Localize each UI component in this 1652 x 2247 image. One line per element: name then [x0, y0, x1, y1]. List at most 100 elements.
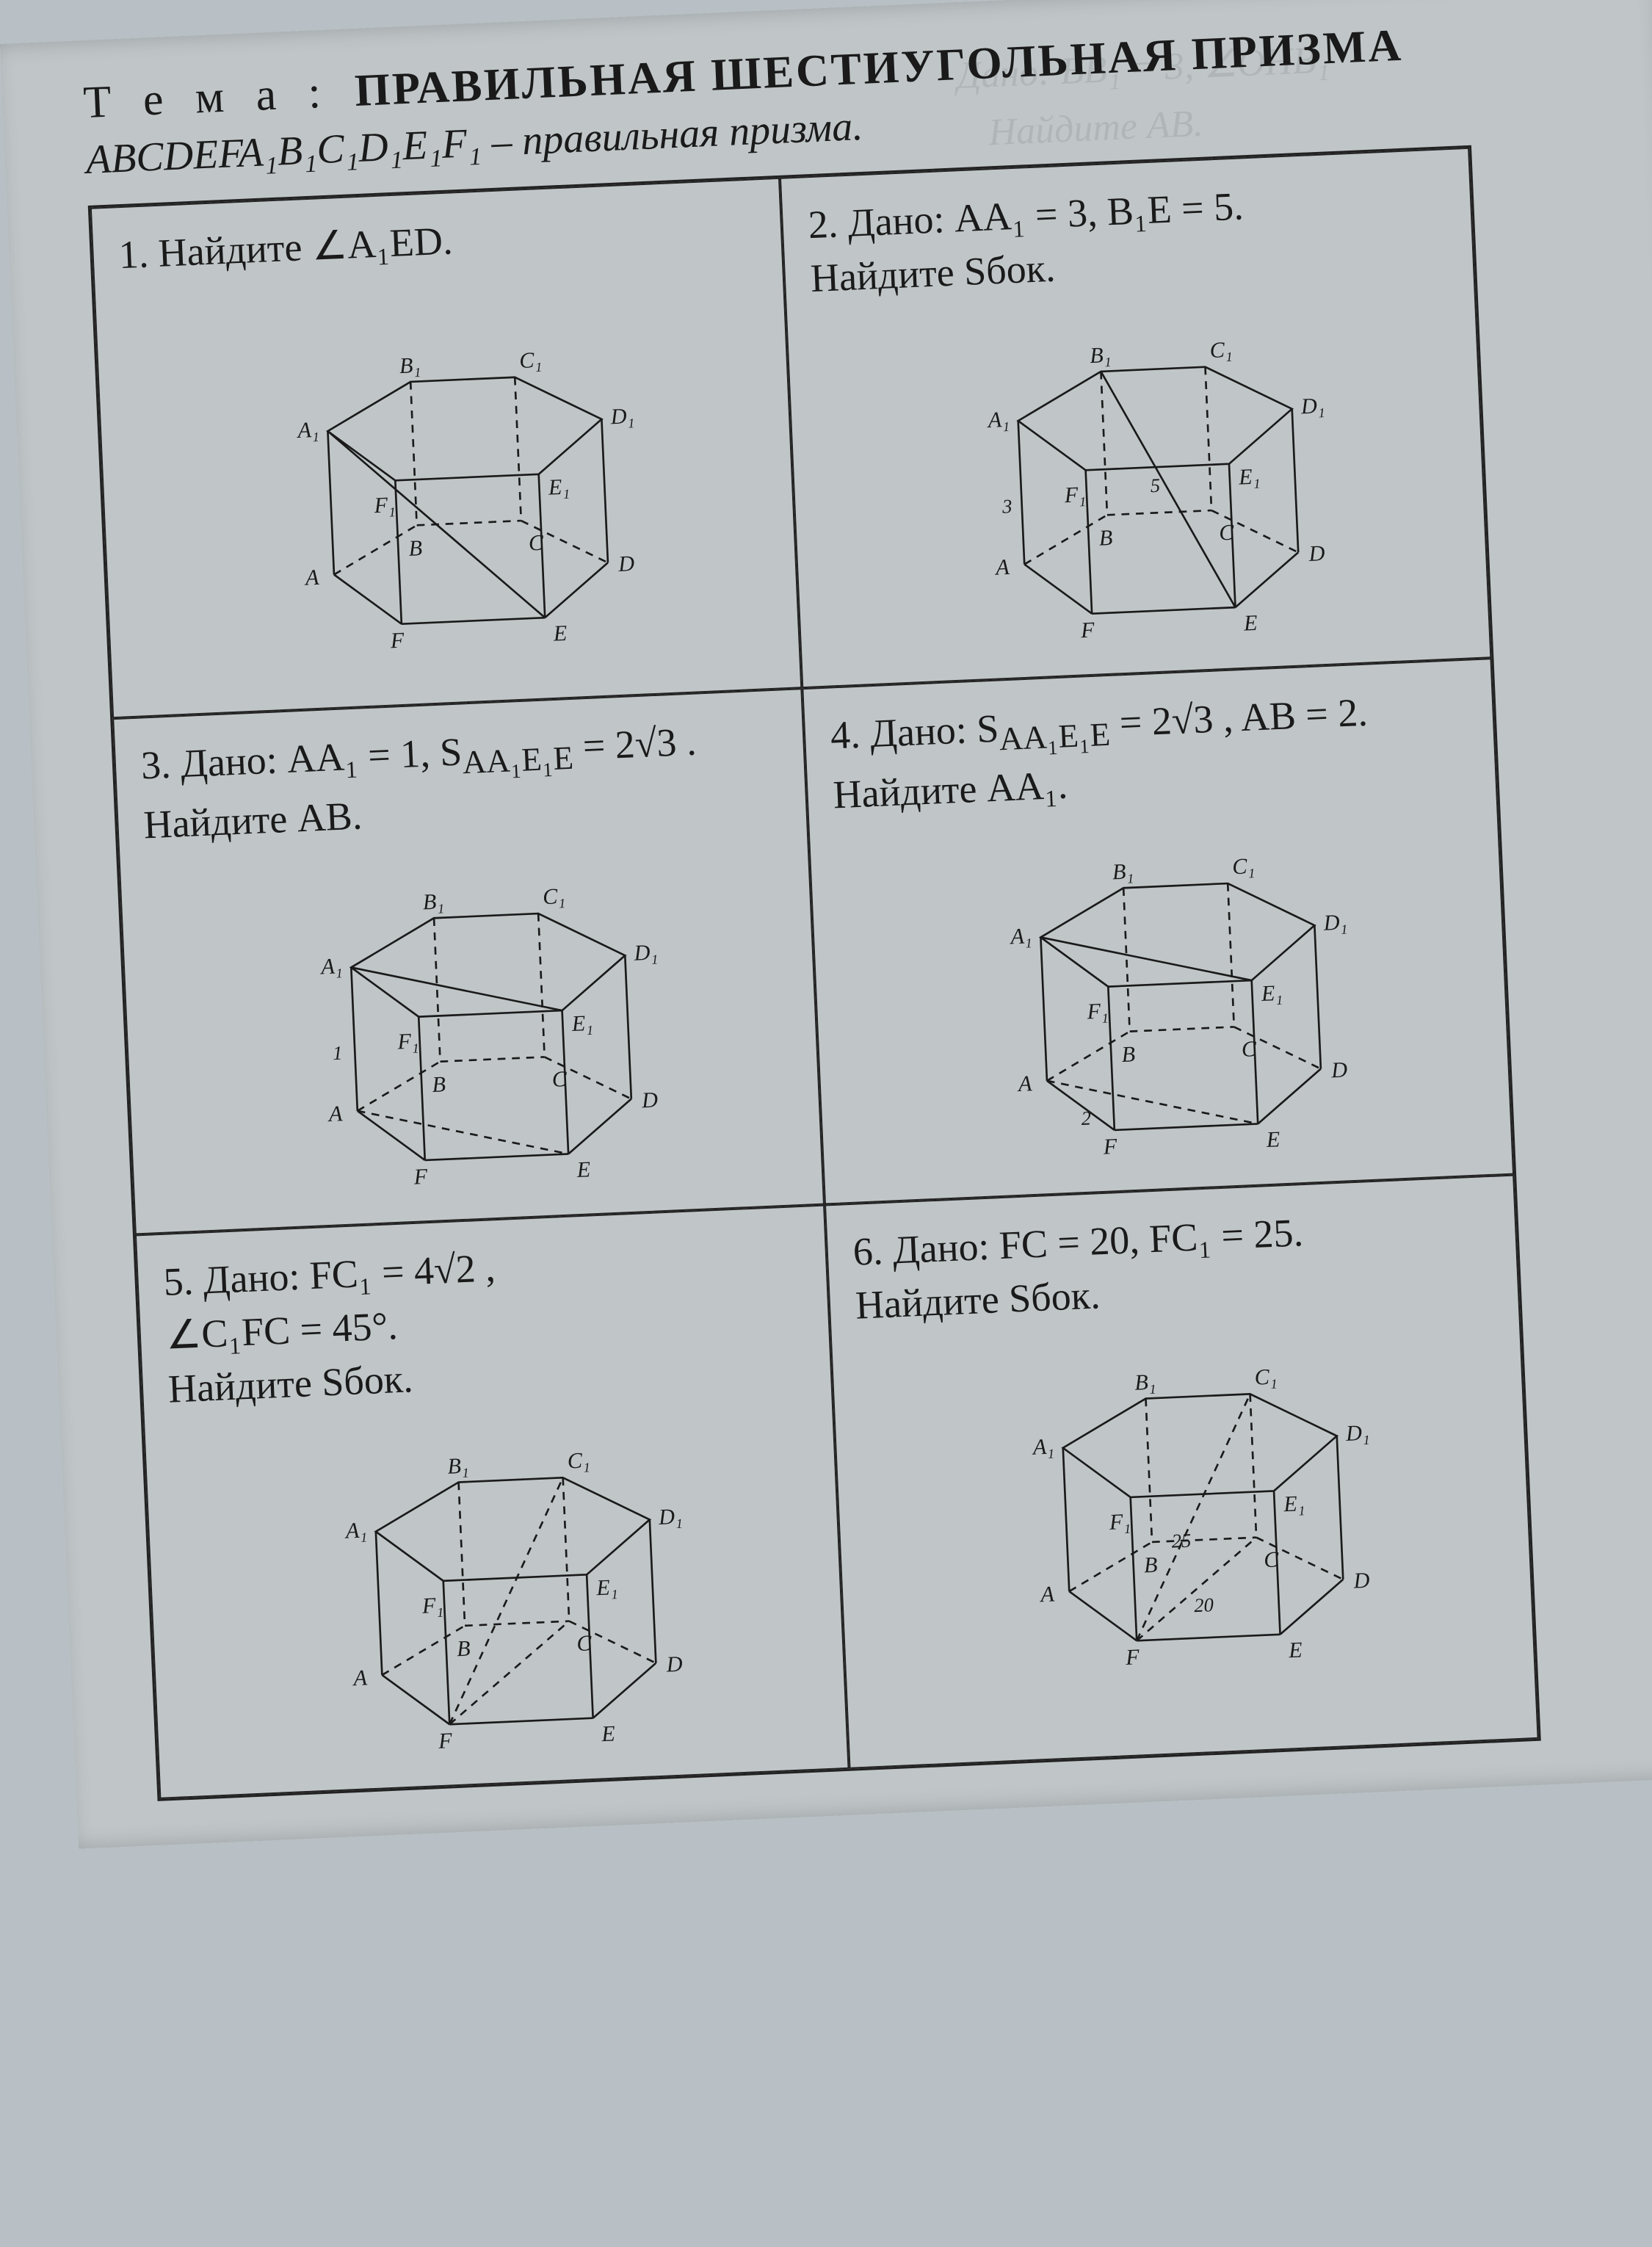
problem-cell-4: 4. Дано: SAA₁E₁E = 2√3 , AB = 2.Найдите …	[802, 658, 1514, 1205]
problem-text: 3. Дано: AA₁ = 1, SAA₁E₁E = 2√3 .Найдите…	[140, 712, 781, 853]
prism-figure: A₁AB₁BC₁CD₁DE₁EF₁F2	[919, 811, 1403, 1184]
svg-text:D: D	[1330, 1057, 1348, 1083]
svg-text:F₁: F₁	[373, 492, 396, 518]
svg-text:E₁: E₁	[547, 474, 570, 499]
problem-text: 1. Найдите ∠A₁ED.	[117, 200, 758, 316]
problem-cell-1: 1. Найдите ∠A₁ED. A₁ A B₁ B C₁ C D₁ D E₁ E F₁ F	[90, 178, 802, 718]
svg-text:E: E	[1287, 1638, 1303, 1663]
svg-text:E₁: E₁	[570, 1010, 593, 1036]
svg-text:D: D	[665, 1651, 683, 1677]
svg-text:F₁: F₁	[396, 1029, 419, 1054]
svg-text:B₁: B₁	[447, 1452, 469, 1478]
problem-grid: 1. Найдите ∠A₁ED.A₁AB₁BC₁CD₁DE₁EF₁F2. Да…	[88, 145, 1541, 1801]
svg-text:C: C	[1241, 1036, 1257, 1062]
tema-label: Т е м а :	[82, 67, 332, 128]
svg-text:F: F	[413, 1164, 428, 1190]
figure-wrap: A₁AB₁BC₁CD₁DE₁EF₁F35	[812, 291, 1464, 670]
problem-cell-2: 2. Дано: AA₁ = 3, B₁E = 5.Найдите Sбок. A…	[780, 148, 1491, 688]
problem-text: 2. Дано: AA₁ = 3, B₁E = 5.Найдите Sбок.	[807, 170, 1449, 305]
svg-text:A: A	[327, 1101, 343, 1126]
svg-text:B₁: B₁	[1134, 1369, 1156, 1395]
svg-text:C₁: C₁	[1254, 1364, 1278, 1389]
prism-figure: A₁AB₁BC₁CD₁DE₁EF₁F	[253, 1405, 738, 1778]
svg-text:D: D	[640, 1088, 658, 1113]
svg-text:F: F	[389, 627, 405, 653]
svg-text:B: B	[432, 1071, 446, 1097]
figure-wrap: A₁ A B₁ B C₁ C D₁ D E₁ E F₁ F	[122, 301, 775, 701]
svg-text:D₁: D₁	[609, 403, 635, 429]
svg-text:E: E	[576, 1157, 591, 1182]
svg-text:E₁: E₁	[595, 1574, 618, 1600]
svg-text:C: C	[1264, 1546, 1280, 1572]
svg-text:E₁: E₁	[1237, 463, 1260, 489]
svg-text:C₁: C₁	[543, 883, 566, 909]
svg-text:A: A	[994, 554, 1010, 580]
svg-text:E: E	[1265, 1126, 1280, 1152]
svg-text:D₁: D₁	[633, 940, 659, 966]
svg-text:B: B	[456, 1635, 471, 1661]
svg-text:C₁: C₁	[567, 1447, 590, 1473]
svg-text:E: E	[1242, 610, 1258, 636]
svg-text:D: D	[617, 551, 634, 576]
svg-text:F: F	[1124, 1644, 1140, 1670]
svg-text:C₁: C₁	[1209, 336, 1233, 362]
problem-text: 4. Дано: SAA₁E₁E = 2√3 , AB = 2.Найдите …	[830, 681, 1471, 822]
figure-wrap: A₁AB₁BC₁CD₁DE₁EF₁F2	[835, 808, 1487, 1187]
figure-wrap: A₁ A B₁ B C₁ C D₁ D E₁ E F₁ F 25 20	[857, 1318, 1511, 1751]
svg-text:B: B	[1098, 525, 1113, 551]
svg-text:D: D	[1352, 1568, 1370, 1593]
svg-text:A: A	[1039, 1581, 1055, 1607]
problem-text: 5. Дано: FC₁ = 4√2 ,∠C₁FC = 45°.Найдите …	[162, 1228, 806, 1416]
svg-text:A: A	[352, 1665, 368, 1690]
problem-cell-5: 5. Дано: FC₁ = 4√2 ,∠C₁FC = 45°.Найдите …	[135, 1205, 849, 1799]
svg-text:B: B	[1143, 1552, 1158, 1578]
svg-text:5: 5	[1150, 474, 1161, 496]
svg-text:C: C	[1219, 519, 1235, 545]
svg-text:F: F	[1102, 1134, 1117, 1159]
figure-wrap: A₁ A B₁ B C₁ C D₁ D E₁ E F₁ F 1	[145, 838, 797, 1217]
svg-text:D₁: D₁	[1322, 910, 1348, 936]
prism-figure: A₁AB₁BC₁CD₁DE₁EF₁F35	[896, 294, 1380, 667]
svg-text:B₁: B₁	[399, 352, 421, 378]
svg-text:D₁: D₁	[1344, 1420, 1370, 1446]
svg-text:F₁: F₁	[1063, 482, 1086, 507]
svg-text:F₁: F₁	[1108, 1509, 1131, 1535]
worksheet-page: Дано: BB₁ = 3, ∠OHB₁Найдите AB. Т е м а …	[0, 0, 1652, 1849]
svg-text:E₁: E₁	[1260, 980, 1283, 1006]
prism-figure: A₁ A B₁ B C₁ C D₁ D E₁ E F₁ F 1	[229, 842, 714, 1214]
svg-text:A₁: A₁	[344, 1517, 367, 1543]
svg-text:B: B	[408, 535, 423, 561]
svg-text:25: 25	[1171, 1530, 1192, 1552]
problem-text: 6. Дано: FC = 20, FC₁ = 25.Найдите Sбок.	[852, 1198, 1493, 1333]
prism-figure: A₁ A B₁ B C₁ C D₁ D E₁ E F₁ F	[206, 305, 690, 677]
svg-text:F: F	[1079, 617, 1095, 643]
svg-text:3: 3	[1001, 495, 1012, 518]
svg-text:B₁: B₁	[422, 889, 444, 914]
svg-text:E₁: E₁	[1283, 1491, 1305, 1516]
svg-text:B₁: B₁	[1112, 858, 1134, 884]
svg-text:F₁: F₁	[1086, 999, 1109, 1024]
svg-text:B₁: B₁	[1089, 342, 1111, 368]
svg-text:A: A	[303, 565, 319, 590]
svg-text:F₁: F₁	[421, 1592, 443, 1618]
svg-text:E: E	[552, 620, 568, 646]
svg-text:2: 2	[1081, 1107, 1092, 1130]
svg-text:C: C	[528, 529, 544, 555]
svg-text:A₁: A₁	[1031, 1433, 1054, 1459]
problem-cell-3: 3. Дано: AA₁ = 1, SAA₁E₁E = 2√3 .Найдите…	[112, 688, 825, 1235]
svg-text:D₁: D₁	[657, 1503, 683, 1529]
svg-text:20: 20	[1194, 1593, 1214, 1616]
svg-text:A₁: A₁	[296, 417, 319, 443]
svg-text:A₁: A₁	[986, 407, 1010, 433]
svg-text:D: D	[1308, 540, 1325, 566]
svg-text:E: E	[601, 1720, 616, 1746]
svg-text:C₁: C₁	[519, 347, 543, 372]
svg-text:A₁: A₁	[319, 953, 343, 979]
figure-wrap: A₁AB₁BC₁CD₁DE₁EF₁F	[170, 1402, 822, 1781]
svg-text:C: C	[551, 1066, 568, 1092]
svg-text:F: F	[438, 1728, 453, 1754]
svg-text:A: A	[1016, 1071, 1032, 1096]
svg-text:A₁: A₁	[1009, 923, 1032, 949]
svg-text:B: B	[1121, 1041, 1136, 1067]
svg-text:1: 1	[333, 1042, 344, 1065]
